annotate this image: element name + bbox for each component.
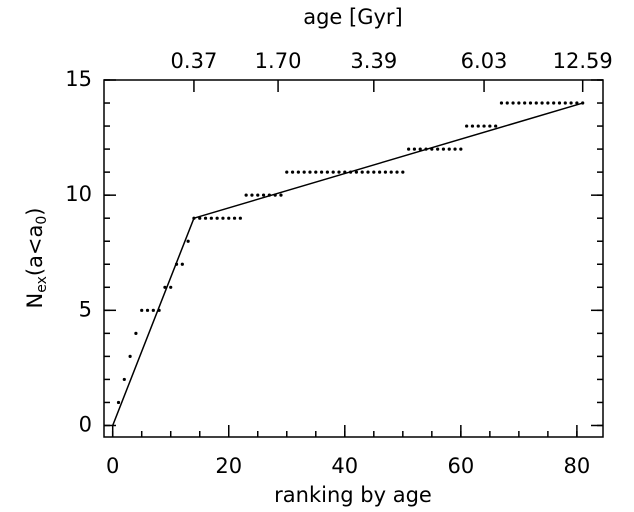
- data-dot: [209, 216, 213, 220]
- x-tick-label: 60: [447, 454, 474, 478]
- data-dot: [378, 170, 382, 174]
- data-dot: [488, 124, 492, 128]
- data-dot: [238, 216, 242, 220]
- data-dot: [134, 331, 138, 335]
- data-dot: [331, 170, 335, 174]
- top-tick-label: 3.39: [350, 49, 397, 73]
- data-dot: [552, 101, 556, 105]
- data-dot: [470, 124, 475, 128]
- top-tick-label: 6.03: [461, 49, 508, 73]
- data-dot: [511, 101, 515, 105]
- data-dot: [557, 101, 562, 105]
- data-dot: [285, 170, 289, 174]
- data-dot: [227, 216, 231, 220]
- x-tick-label: 80: [564, 454, 591, 478]
- top-tick-label: 12.59: [553, 49, 613, 73]
- top-tick-label: 0.37: [171, 49, 218, 73]
- data-dot: [418, 147, 422, 151]
- data-dot: [482, 124, 486, 128]
- data-dot: [319, 170, 324, 174]
- data-dot: [528, 101, 533, 105]
- data-dot: [569, 101, 573, 105]
- data-dot: [523, 101, 527, 105]
- top-tick-label: 1.70: [255, 49, 302, 73]
- data-dot: [337, 170, 341, 174]
- data-dot: [250, 193, 254, 197]
- data-dot: [232, 216, 237, 220]
- data-dot: [546, 101, 550, 105]
- y-tick-label: 0: [79, 412, 92, 436]
- data-dot: [296, 170, 300, 174]
- data-dot: [256, 193, 260, 197]
- data-dot: [261, 193, 266, 197]
- data-dot: [505, 101, 509, 105]
- data-dot: [325, 170, 329, 174]
- y-label-part: (a<a: [23, 225, 47, 277]
- data-dot: [128, 354, 132, 358]
- data-dot: [540, 101, 544, 105]
- y-label-part: ): [23, 207, 47, 215]
- data-dot: [145, 308, 150, 312]
- data-dot: [563, 101, 567, 105]
- data-dot: [360, 170, 364, 174]
- data-dot: [169, 285, 173, 289]
- y-label-part: ex: [34, 276, 50, 293]
- data-dot: [494, 124, 498, 128]
- data-dot: [389, 170, 393, 174]
- data-dot: [122, 377, 126, 382]
- fit-line: [112, 102, 583, 426]
- y-tick-label: 15: [65, 67, 92, 91]
- data-dot: [180, 262, 184, 266]
- data-dot: [215, 216, 219, 220]
- top-axis-label: age [Gyr]: [303, 5, 403, 29]
- x-tick-label: 20: [215, 454, 242, 478]
- data-dot: [407, 147, 411, 151]
- x-tick-label: 0: [106, 454, 119, 478]
- data-dot: [116, 400, 121, 405]
- data-dot: [203, 216, 208, 220]
- data-dot: [447, 147, 451, 151]
- plot-frame: [103, 79, 604, 438]
- data-dot: [221, 216, 225, 220]
- data-dot: [366, 170, 370, 174]
- data-dot: [140, 308, 144, 312]
- data-dot: [412, 147, 417, 151]
- y-label-part: 0: [34, 216, 50, 225]
- data-dot: [244, 193, 248, 197]
- data-dot: [453, 147, 457, 151]
- x-tick-label: 40: [331, 454, 358, 478]
- data-dot: [383, 170, 388, 174]
- data-dot: [279, 193, 283, 197]
- data-dot: [401, 170, 405, 174]
- data-dot: [436, 147, 440, 151]
- data-dot: [517, 101, 521, 105]
- y-axis-label: Nex(a<a0): [23, 207, 50, 308]
- data-dot: [534, 101, 538, 105]
- data-dot: [465, 124, 469, 128]
- x-axis-label: ranking by age: [274, 483, 432, 507]
- data-dot: [499, 101, 504, 105]
- data-dot: [459, 147, 463, 151]
- data-dot: [151, 308, 155, 312]
- data-dot: [163, 285, 167, 289]
- data-dot: [354, 170, 359, 174]
- data-dot: [302, 170, 306, 174]
- y-tick-label: 10: [65, 182, 92, 206]
- data-dot: [441, 147, 446, 151]
- y-tick-label: 5: [79, 297, 92, 321]
- data-dot: [395, 170, 399, 174]
- y-label-part: N: [23, 293, 47, 309]
- data-dot: [372, 170, 376, 174]
- data-dot: [308, 170, 312, 174]
- data-dot: [476, 124, 480, 128]
- data-dot: [314, 170, 318, 174]
- data-dot: [186, 239, 190, 243]
- data-dot: [290, 170, 295, 174]
